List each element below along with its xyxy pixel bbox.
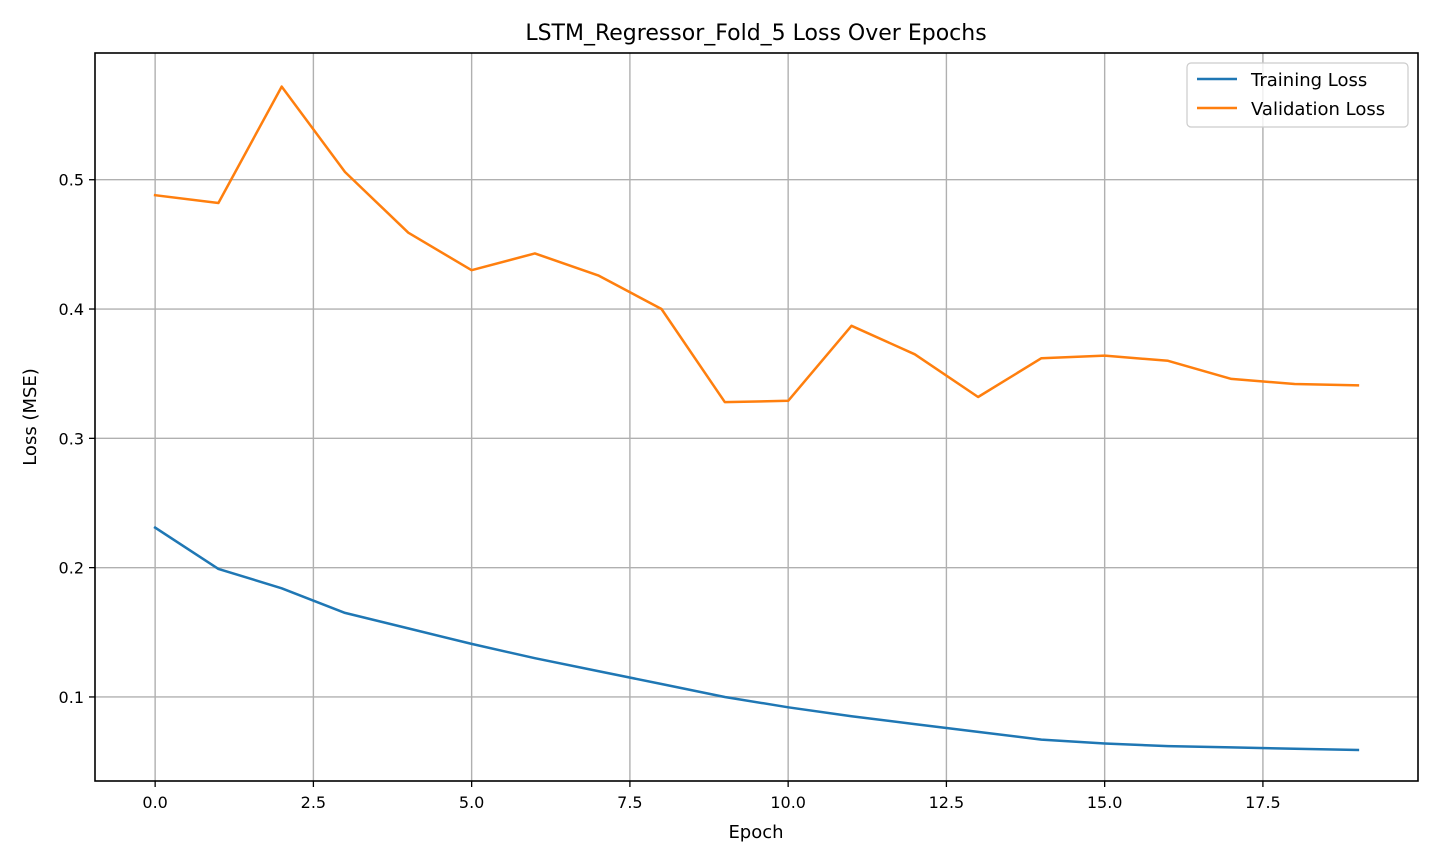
y-tick-label: 0.1	[59, 688, 84, 707]
x-tick-label: 2.5	[301, 793, 326, 812]
series-line-training-loss	[153, 525, 1360, 752]
y-axis-label: Loss (MSE)	[20, 368, 41, 466]
series-layer	[153, 85, 1360, 752]
x-tick-label: 10.0	[770, 793, 806, 812]
legend-box	[1186, 62, 1409, 128]
x-axis-label: Epoch	[728, 822, 783, 843]
series-line-validation-loss	[153, 85, 1360, 404]
x-tick-label: 17.5	[1245, 793, 1281, 812]
x-tick-label: 5.0	[459, 793, 484, 812]
plot-frame	[94, 52, 1419, 782]
x-tick-label: 7.5	[617, 793, 642, 812]
y-tick-label: 0.4	[59, 300, 84, 319]
grid-layer	[95, 53, 1418, 781]
tick-layer: 0.0 2.5 5.0 7.5 10.0 12.5 15.0 17.5 0.1 0.2 0.3 0.4…	[59, 171, 1281, 812]
legend-label-validation-loss: Validation Loss	[1251, 99, 1385, 120]
legend-label-training-loss: Training Loss	[1250, 70, 1367, 91]
x-tick-label: 15.0	[1087, 793, 1123, 812]
chart-title: LSTM_Regressor_Fold_5 Loss Over Epochs	[525, 21, 986, 46]
y-tick-label: 0.2	[59, 559, 84, 578]
y-tick-label: 0.5	[59, 171, 84, 190]
y-tick-label: 0.3	[59, 429, 84, 448]
x-tick-label: 12.5	[929, 793, 965, 812]
legend: Training Loss Validation Loss	[1186, 62, 1409, 128]
x-tick-label: 0.0	[142, 793, 167, 812]
